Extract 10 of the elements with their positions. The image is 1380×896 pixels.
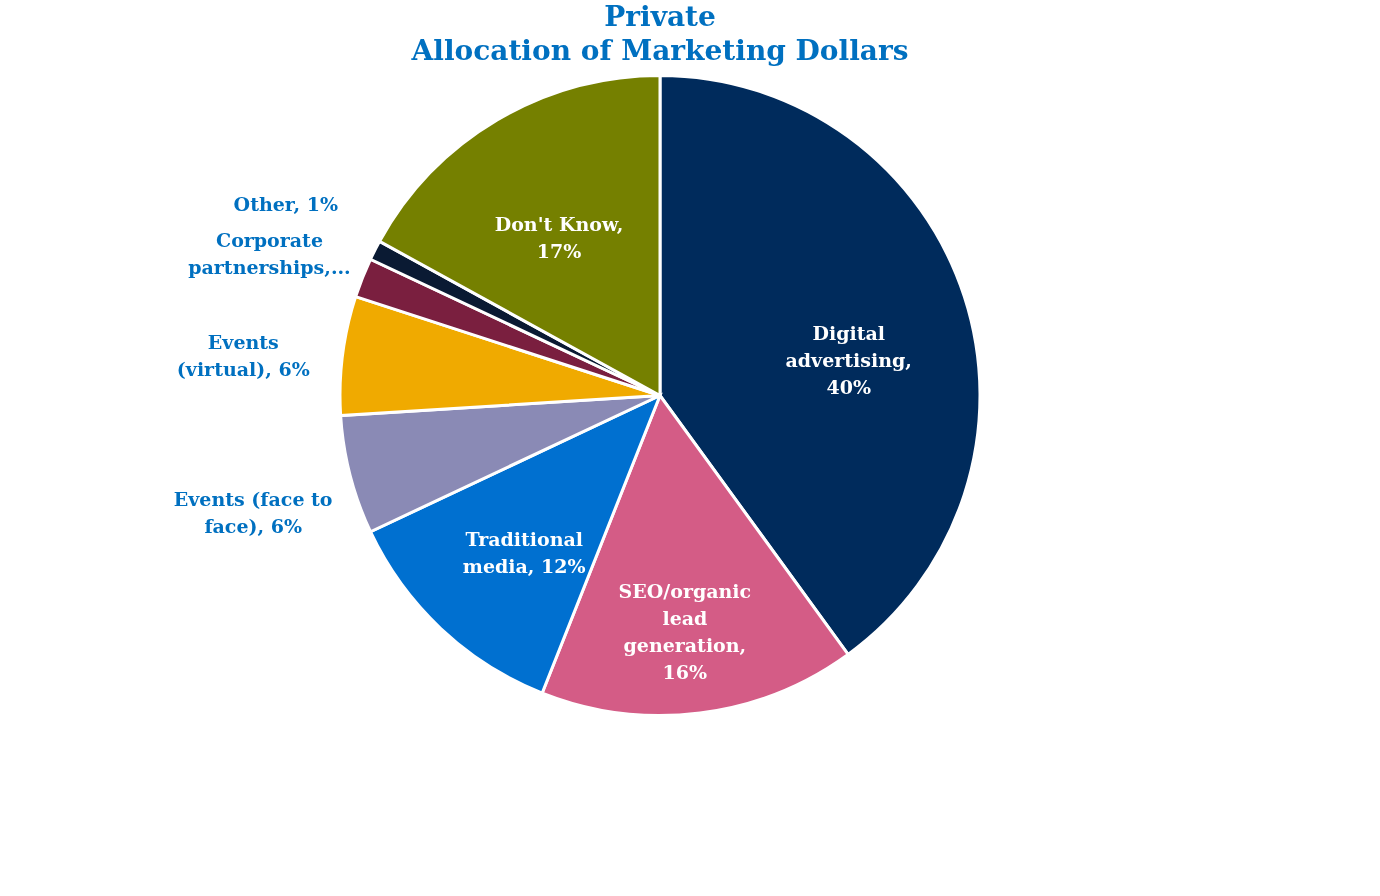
slice-label: Traditional media, 12% bbox=[462, 528, 586, 578]
chart-subtitle: Allocation of Marketing Dollars bbox=[410, 33, 909, 67]
slice-label: Don't Know, 17% bbox=[494, 212, 624, 262]
slice-label: SEO/organic lead generation, 16% bbox=[618, 580, 752, 684]
slice-label: Other, 1% bbox=[233, 192, 338, 215]
chart-title: Private bbox=[604, 0, 716, 33]
slice-label: Digital advertising, 40% bbox=[785, 322, 912, 399]
slice-label: Events (virtual), 6% bbox=[176, 330, 310, 380]
slice-label: Corporate partnerships,... bbox=[188, 228, 351, 278]
slice-label: Events (face to face), 6% bbox=[173, 487, 333, 537]
